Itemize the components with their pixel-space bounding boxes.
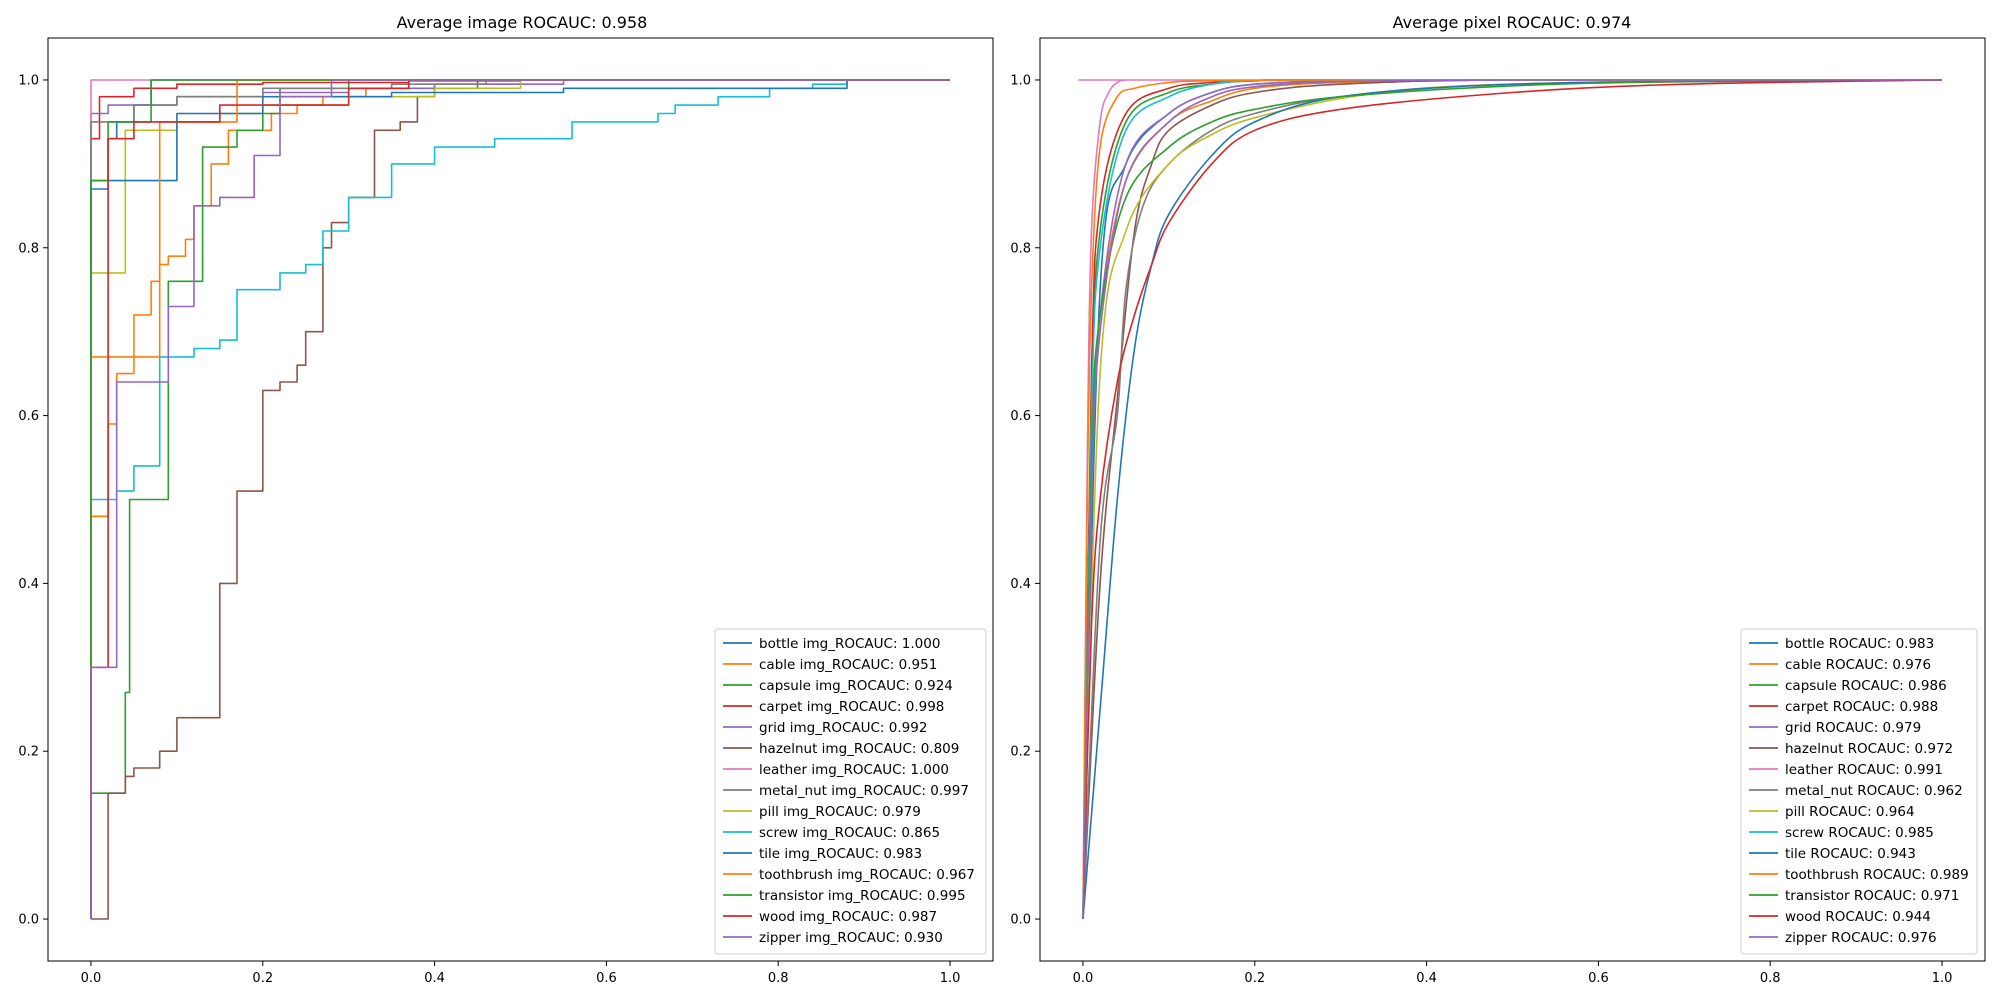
legend: bottle img_ROCAUC: 1.000 cable img_ROCAUC… [714,628,987,955]
y-tick-label: 0.6 [1010,409,1031,424]
x-tick-label: 0.6 [1588,971,1609,986]
legend-label: bottle ROCAUC: 0.983 [1785,636,1934,652]
roc-curve-zipper [1082,79,1942,920]
x-tick-label: 1.0 [1932,971,1953,986]
legend-label: toothbrush ROCAUC: 0.989 [1785,867,1969,883]
x-tick-label: 0.4 [424,971,445,986]
legend-label: tile img_ROCAUC: 0.983 [759,846,922,862]
legend-label: cable ROCAUC: 0.976 [1785,657,1931,673]
y-tick-label: 0.4 [1010,577,1031,592]
legend-label: capsule ROCAUC: 0.986 [1785,678,1947,694]
legend-label: screw img_ROCAUC: 0.865 [759,825,940,841]
legend-label: leather img_ROCAUC: 1.000 [759,762,949,778]
x-tick-label: 0.2 [252,971,273,986]
legend-label: pill ROCAUC: 0.964 [1785,804,1915,820]
legend-label: capsule img_ROCAUC: 0.924 [759,678,953,694]
roc-curves [1078,79,1943,920]
roc-curve-tile [90,79,950,919]
pixel-rocauc-plot: Average pixel ROCAUC: 0.974 0.0 0.2 0.4 0.6… [1010,13,1986,986]
legend-label: bottle img_ROCAUC: 1.000 [759,636,940,652]
plot-title: Average pixel ROCAUC: 0.974 [1393,13,1632,32]
plot-title: Average image ROCAUC: 0.958 [397,13,648,32]
image-rocauc-plot: Average image ROCAUC: 0.958 0.0 0.2 0.4 0.6… [18,13,994,986]
legend-label: grid img_ROCAUC: 0.992 [759,720,927,736]
legend-label: carpet img_ROCAUC: 0.998 [759,699,944,715]
legend-box [714,628,987,955]
x-tick-label: 1.0 [940,971,961,986]
roc-curve-transistor [1082,79,1943,920]
legend-label: cable img_ROCAUC: 0.951 [759,657,937,673]
legend-label: metal_nut img_ROCAUC: 0.997 [759,783,969,799]
axis-ticks: 0.0 0.2 0.4 0.6 0.8 1.0 0.0 0.2 0.4 0.6 0.8 1.0 [1010,73,1952,986]
roc-curve-zipper [90,79,950,919]
x-tick-label: 0.4 [1416,971,1437,986]
y-tick-label: 1.0 [18,73,39,88]
roc-curve-transistor [90,79,950,919]
axes-frame [47,37,994,962]
x-tick-label: 0.6 [596,971,617,986]
legend-label: hazelnut ROCAUC: 0.972 [1785,741,1953,757]
legend-label: screw ROCAUC: 0.985 [1785,825,1934,841]
legend-label: transistor img_ROCAUC: 0.995 [759,888,966,904]
legend-label: zipper img_ROCAUC: 0.930 [759,930,943,946]
x-tick-label: 0.0 [81,971,102,986]
roc-curves [90,79,950,920]
y-tick-label: 1.0 [1010,73,1031,88]
x-tick-label: 0.8 [768,971,789,986]
y-tick-label: 0.8 [1010,241,1031,256]
y-tick-label: 0.0 [1010,913,1031,928]
legend-label: transistor ROCAUC: 0.971 [1785,888,1959,904]
x-tick-label: 0.8 [1760,971,1781,986]
axes-frame [1039,37,1986,962]
legend: bottle ROCAUC: 0.983 cable ROCAUC: 0.976 c… [1740,628,1978,955]
legend-label: wood img_ROCAUC: 0.987 [759,909,937,925]
y-tick-label: 0.8 [18,241,39,256]
legend-label: carpet ROCAUC: 0.988 [1785,699,1938,715]
legend-label: toothbrush img_ROCAUC: 0.967 [759,867,975,883]
y-tick-label: 0.2 [18,745,39,760]
roc-curve-wood [1082,79,1943,920]
legend-label: zipper ROCAUC: 0.976 [1785,930,1937,946]
legend-label: pill img_ROCAUC: 0.979 [759,804,921,820]
legend-label: metal_nut ROCAUC: 0.962 [1785,783,1963,799]
roc-curve-hazelnut [91,79,950,920]
axis-ticks: 0.0 0.2 0.4 0.6 0.8 1.0 0.0 0.2 0.4 0.6 0.8 1.0 [18,73,960,986]
x-tick-label: 0.0 [1073,971,1094,986]
legend-box [1740,628,1978,955]
y-tick-label: 0.0 [18,913,39,928]
y-tick-label: 0.2 [1010,745,1031,760]
legend-label: hazelnut img_ROCAUC: 0.809 [759,741,959,757]
legend-label: wood ROCAUC: 0.944 [1785,909,1931,925]
y-tick-label: 0.6 [18,409,39,424]
legend-label: grid ROCAUC: 0.979 [1785,720,1921,736]
legend-label: tile ROCAUC: 0.943 [1785,846,1916,862]
y-tick-label: 0.4 [18,577,39,592]
x-tick-label: 0.2 [1244,971,1265,986]
legend-label: leather ROCAUC: 0.991 [1785,762,1943,778]
